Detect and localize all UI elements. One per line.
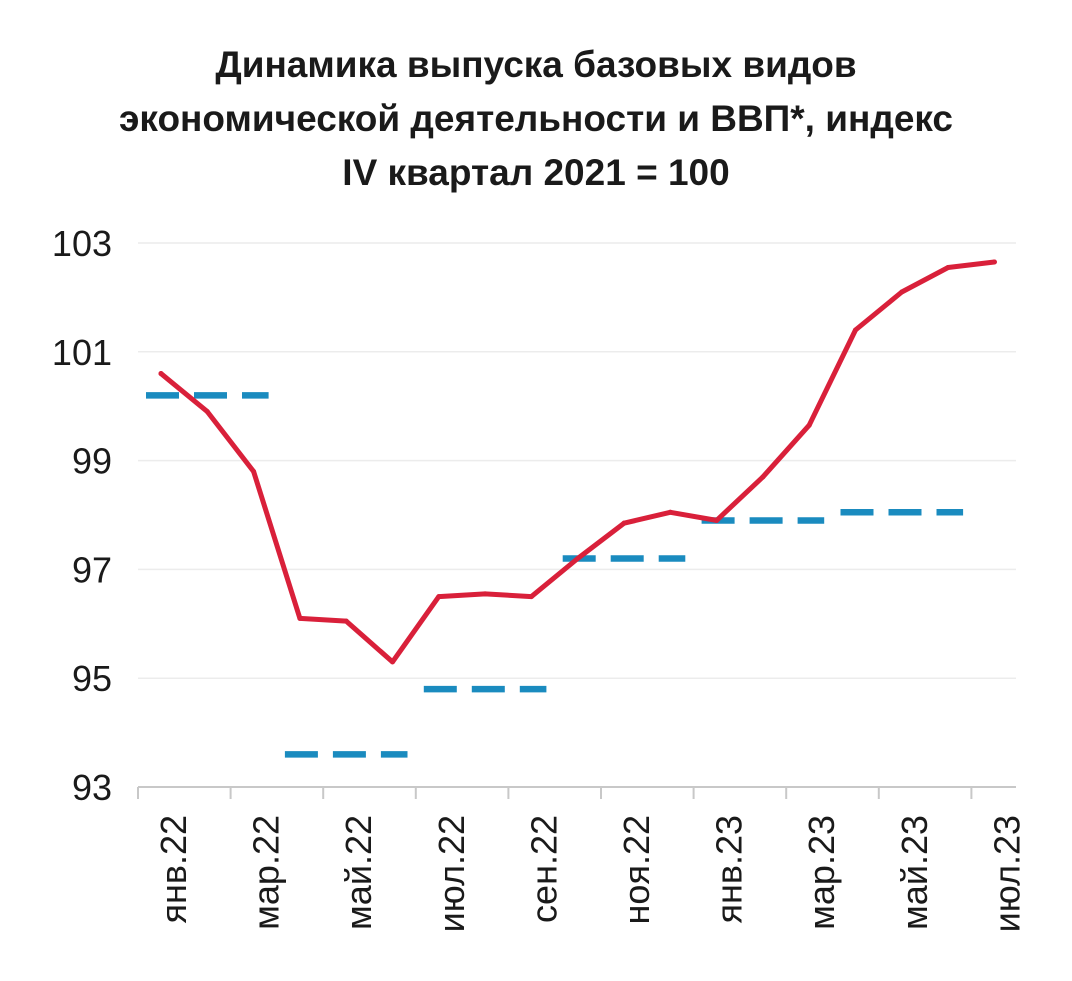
y-tick-label-101: 101 (52, 332, 112, 373)
output-point-3 (297, 615, 303, 621)
axes (137, 786, 1016, 799)
x-tick-label-4: сен.22 (523, 815, 564, 923)
chart-title-line-2: экономической деятельности и ВВП*, индек… (118, 98, 954, 139)
x-axis-ticks: янв.22 мар.22 май.22 июл.22 сен.22 ноя.22 янв.… (153, 815, 1027, 932)
x-tick-label-2: май.22 (338, 815, 379, 930)
y-tick-label-97: 97 (72, 549, 112, 590)
output-series (158, 259, 997, 665)
x-tick-label-6: янв.23 (709, 815, 750, 924)
output-point-16 (899, 289, 905, 295)
chart-title: Динамика выпуска базовых видов экономиче… (0, 38, 1072, 200)
x-tick-label-1: мар.22 (246, 815, 287, 930)
output-point-2 (251, 468, 257, 474)
output-point-4 (343, 618, 349, 624)
output-point-11 (667, 509, 673, 515)
chart-title-line-1: Динамика выпуска базовых видов (215, 44, 857, 85)
output-point-7 (482, 591, 488, 597)
y-tick-label-99: 99 (72, 441, 112, 482)
output-point-0 (158, 371, 164, 377)
y-tick-label-95: 95 (72, 658, 112, 699)
output-point-10 (621, 520, 627, 526)
output-point-15 (853, 327, 858, 333)
x-tick-label-7: мар.23 (801, 815, 842, 930)
x-tick-label-0: янв.22 (153, 815, 194, 924)
gdp-series (146, 392, 964, 758)
output-point-12 (714, 517, 720, 523)
output-point-9 (575, 556, 581, 562)
output-point-18 (991, 259, 997, 265)
x-tick-label-8: май.23 (894, 815, 935, 930)
y-tick-label-93: 93 (72, 767, 112, 808)
y-axis-ticks: 93 95 97 99 101 103 (52, 223, 112, 808)
y-tick-label-103: 103 (52, 223, 112, 264)
chart-title-line-3: IV квартал 2021 = 100 (342, 152, 730, 193)
output-line (158, 259, 997, 665)
x-tick-label-3: июл.22 (431, 815, 472, 932)
output-point-17 (945, 264, 951, 270)
output-point-5 (390, 659, 395, 665)
x-tick-label-5: ноя.22 (616, 815, 657, 924)
output-point-13 (760, 474, 766, 480)
x-tick-label-9: июл.23 (986, 815, 1027, 932)
output-point-6 (436, 594, 442, 600)
output-point-8 (528, 594, 534, 600)
output-point-14 (806, 422, 812, 428)
output-point-1 (204, 409, 210, 415)
